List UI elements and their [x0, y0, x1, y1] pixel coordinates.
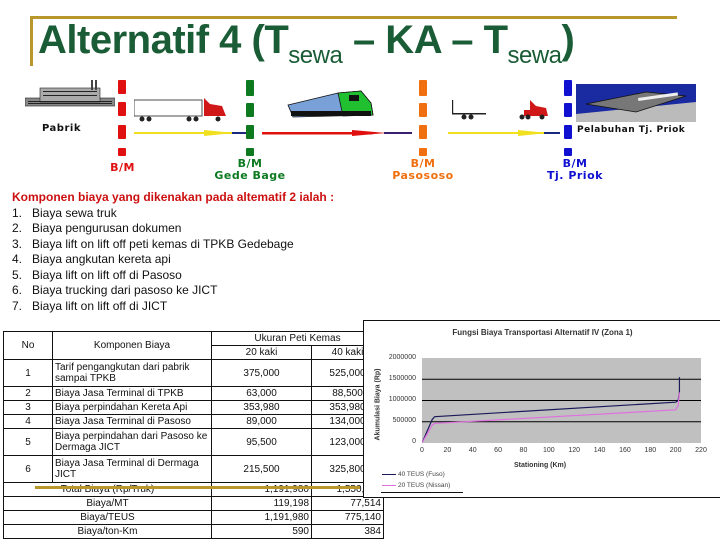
- slide-title: Alternatif 4 (Tsewa – KA – Tsewa): [38, 18, 575, 69]
- legend-swatch-icon: [382, 473, 396, 475]
- table-header-row: No Komponen Biaya Ukuran Peti Kemas: [3, 331, 384, 360]
- list-item: 5. Biaya lift on lift off di Pasoso: [12, 267, 182, 282]
- x-tick: 200: [669, 447, 682, 454]
- factory-label: Pabrik: [42, 123, 81, 134]
- train-icon: [287, 90, 374, 118]
- legend-item: 40 TEUS (Fuso): [382, 469, 450, 480]
- checkpoint-4-label: B/M Tj. Priok: [547, 157, 603, 182]
- list-item: 6. Biaya trucking dari pasoso ke JICT: [12, 283, 218, 297]
- table-row: 4 Biaya Jasa Terminal di Pasoso 89,000 1…: [3, 414, 384, 429]
- x-tick: 60: [494, 447, 502, 454]
- x-tick: 180: [644, 447, 657, 454]
- x-tick: 100: [542, 447, 555, 454]
- arrow-icon: [262, 130, 412, 136]
- legend-underline: [381, 492, 463, 493]
- checkpoint-1-label: B/M: [110, 161, 135, 174]
- accent-divider: [35, 486, 360, 489]
- chart-legend: 40 TEUS (Fuso) 20 TEUS (Nissan): [382, 469, 450, 491]
- list-item: 1. Biaya sewa truk: [12, 205, 117, 220]
- title-frame-left: [30, 16, 33, 66]
- table-row: 6 Biaya Jasa Terminal di Dermaga JICT 21…: [3, 455, 384, 483]
- summary-row: Biaya/MT 119,198 77,514: [3, 496, 384, 511]
- list-item: 2. Biaya pengurusan dokumen: [12, 221, 182, 235]
- chart-title: Fungsi Biaya Transportasi Alternatif IV …: [452, 328, 633, 337]
- x-tick: 220: [695, 447, 707, 454]
- arrow-icon: [448, 130, 560, 136]
- cost-components-list: Komponen biaya yang dikenakan pada altem…: [12, 190, 334, 314]
- chart-x-label: Stationing (Km): [514, 462, 567, 469]
- x-tick: 140: [593, 447, 606, 454]
- header-no: No: [3, 331, 53, 360]
- arrow-icon: [134, 130, 246, 136]
- y-tick: 2000000: [388, 354, 416, 361]
- list-item: 3. Biaya lift on lift off peti kemas di T…: [12, 236, 294, 251]
- list-item: 4. Biaya angkutan kereta api: [12, 252, 171, 266]
- cost-table: No Komponen Biaya Ukuran Peti Kemas 20 k…: [3, 331, 384, 539]
- truck-icon: [452, 100, 548, 120]
- summary-row: Biaya/ton-Km 590 384: [3, 524, 384, 539]
- legend-swatch-icon: [382, 484, 396, 486]
- y-tick: 1500000: [388, 375, 416, 382]
- header-component: Komponen Biaya: [52, 331, 212, 360]
- cost-function-chart: Fungsi Biaya Transportasi Alternatif IV …: [363, 320, 720, 498]
- x-tick: 80: [519, 447, 528, 454]
- checkpoint-3-label: B/M Pasososo: [392, 157, 454, 182]
- x-tick: 40: [468, 447, 477, 454]
- header-size: Ukuran Peti Kemas: [211, 331, 384, 346]
- header-20ft: 20 kaki: [211, 345, 312, 360]
- title-frame-top: [30, 16, 677, 19]
- y-tick: 1000000: [388, 396, 416, 403]
- port-label: Pelabuhan Tj. Priok: [577, 125, 686, 135]
- factory-icon: [25, 80, 115, 107]
- table-row: 3 Biaya perpindahan Kereta Api 353,980 3…: [3, 400, 384, 415]
- table-row: 5 Biaya perpindahan dari Pasoso ke Derma…: [3, 428, 384, 456]
- list-item: 7. Biaya lift on lift off di JICT: [12, 298, 168, 313]
- summary-row: Total Biaya (Rp/Truk) 1,191,980 1,550,28…: [3, 482, 384, 497]
- plot-area: [422, 358, 701, 443]
- port-icon: [576, 84, 696, 122]
- summary-row: Biaya/TEUS 1,191,980 775,140: [3, 510, 384, 525]
- x-tick: 120: [568, 447, 581, 454]
- route-diagram: Pabrik B/M B/M Gede Bage: [0, 70, 720, 190]
- y-tick: 500000: [392, 417, 416, 424]
- x-tick: 0: [420, 447, 424, 454]
- x-tick: 20: [443, 447, 452, 454]
- legend-item: 20 TEUS (Nissan): [382, 480, 450, 491]
- components-heading: Komponen biaya yang dikenakan pada altem…: [12, 190, 335, 204]
- checkpoint-2-label: B/M Gede Bage: [214, 157, 286, 182]
- table-row: 1 Tarif pengangkutan dari pabrik sampai …: [3, 359, 384, 387]
- y-tick: 0: [412, 438, 416, 445]
- table-row: 2 Biaya Jasa Terminal di TPKB 63,000 88,…: [3, 386, 384, 401]
- x-tick: 160: [619, 447, 631, 454]
- truck-icon: [134, 98, 226, 122]
